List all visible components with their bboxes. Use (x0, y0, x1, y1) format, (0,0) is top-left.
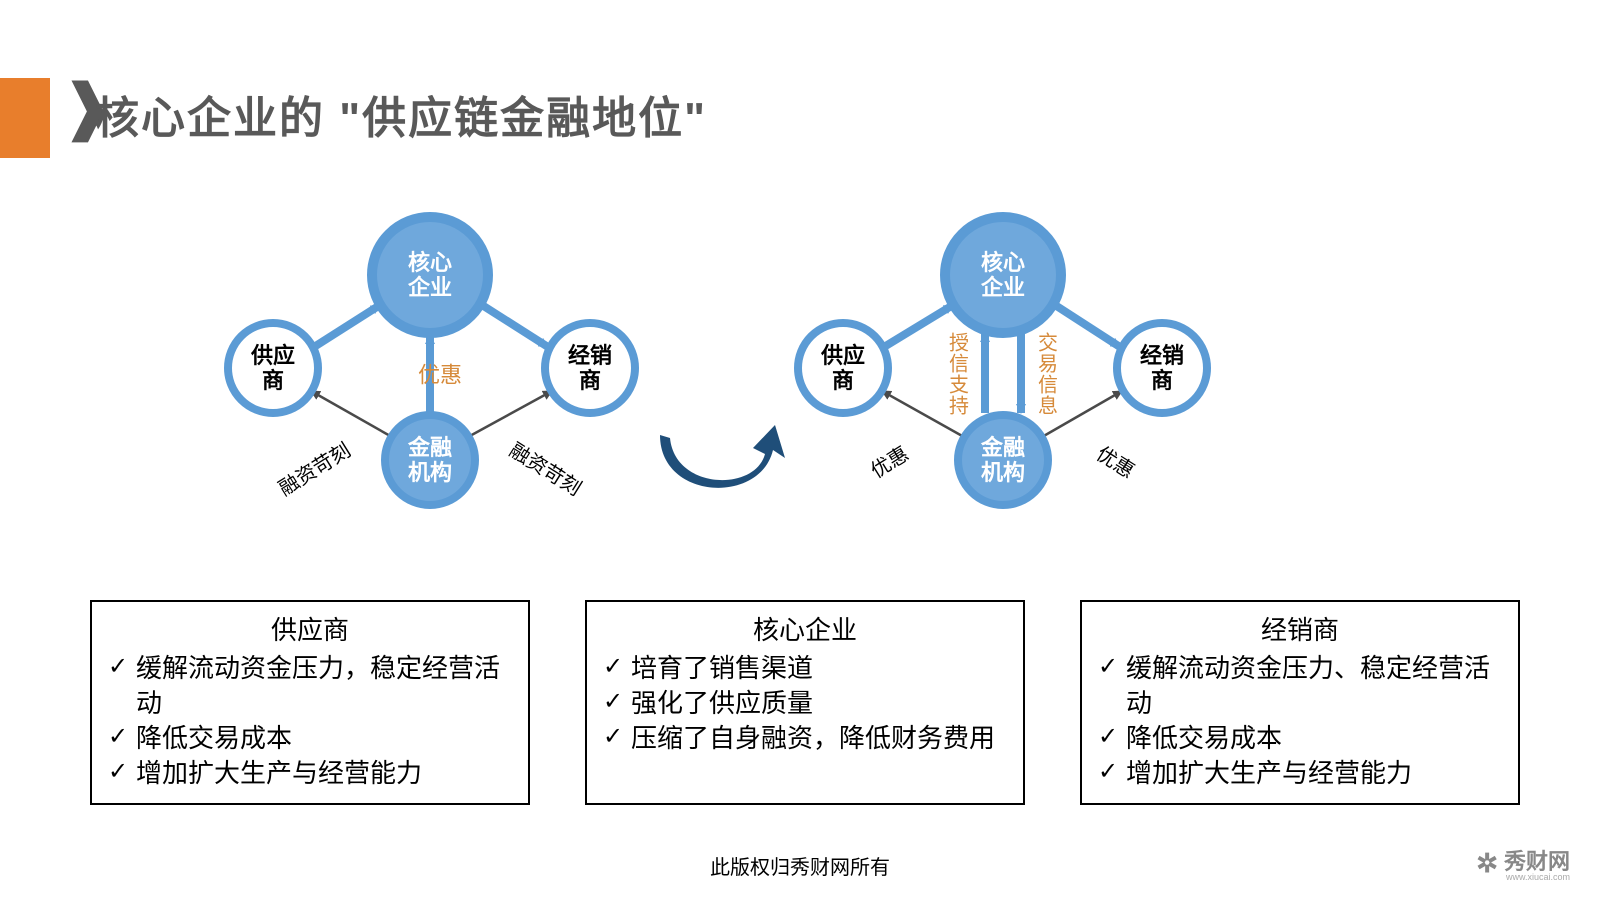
node-label: 核心 (408, 250, 452, 275)
info-box: 经销商缓解流动资金压力、稳定经营活动降低交易成本增加扩大生产与经营能力 (1080, 600, 1520, 805)
node-label: 机构 (981, 460, 1025, 485)
info-boxes-row: 供应商缓解流动资金压力，稳定经营活动降低交易成本增加扩大生产与经营能力核心企业培… (90, 600, 1520, 805)
info-list-item: 缓解流动资金压力、稳定经营活动 (1094, 651, 1506, 721)
logo-text: 秀财网 (1504, 849, 1570, 874)
logo-url: www.xiucai.com (1504, 872, 1570, 882)
arrow (482, 305, 548, 347)
info-list-item: 降低交易成本 (1094, 721, 1506, 756)
info-list: 缓解流动资金压力，稳定经营活动降低交易成本增加扩大生产与经营能力 (104, 651, 516, 791)
info-box-title: 经销商 (1094, 610, 1506, 647)
info-list-item: 培育了销售渠道 (599, 651, 1011, 686)
node-label: 金融 (407, 435, 452, 460)
node-label: 机构 (408, 460, 452, 485)
info-list: 培育了销售渠道强化了供应质量压缩了自身融资，降低财务费用 (599, 651, 1011, 756)
copyright-text: 此版权归秀财网所有 (0, 851, 1600, 880)
info-list-item: 增加扩大生产与经营能力 (104, 756, 516, 791)
edge-label: 授 (949, 332, 969, 355)
edge-label: 优惠 (418, 363, 462, 388)
logo: ✲ 秀财网 www.xiucai.com (1476, 844, 1570, 882)
edge-label: 信 (1038, 374, 1058, 397)
node-label: 商 (832, 368, 854, 393)
node-label: 供应 (820, 343, 865, 368)
orange-accent-block (0, 78, 50, 158)
node-label: 商 (579, 368, 601, 393)
node-label: 企业 (980, 275, 1025, 300)
node-label: 金融 (980, 435, 1025, 460)
page-title: 核心企业的 "供应链金融地位" (95, 82, 707, 146)
node-label: 经销 (568, 343, 612, 368)
logo-icon: ✲ (1476, 848, 1498, 879)
info-list-item: 压缩了自身融资，降低财务费用 (599, 721, 1011, 756)
diagram-svg: 核心企业供应商经销商金融机构优惠融资苛刻融资苛刻核心企业供应商经销商金融机构授信… (0, 200, 1600, 570)
edge-label: 信 (949, 353, 969, 376)
info-list-item: 增加扩大生产与经营能力 (1094, 756, 1506, 791)
info-list: 缓解流动资金压力、稳定经营活动降低交易成本增加扩大生产与经营能力 (1094, 651, 1506, 791)
arrow (468, 391, 552, 437)
node-label: 经销 (1140, 343, 1184, 368)
info-box-title: 核心企业 (599, 610, 1011, 647)
info-list-item: 强化了供应质量 (599, 686, 1011, 721)
node-label: 供应 (250, 343, 295, 368)
transition-arrow-icon (660, 425, 785, 488)
edge-label: 易 (1038, 354, 1058, 376)
info-box: 供应商缓解流动资金压力，稳定经营活动降低交易成本增加扩大生产与经营能力 (90, 600, 530, 805)
arrow (311, 391, 392, 437)
node-label: 企业 (407, 275, 452, 300)
edge-label: 融资苛刻 (505, 439, 585, 501)
arrow (1055, 305, 1120, 347)
info-list-item: 降低交易成本 (104, 721, 516, 756)
node-label: 核心 (981, 250, 1025, 275)
edge-label: 优惠 (867, 442, 913, 483)
edge-label: 支 (949, 374, 969, 397)
info-list-item: 缓解流动资金压力，稳定经营活动 (104, 651, 516, 721)
edge-label: 交 (1038, 332, 1058, 355)
edge-label: 息 (1038, 395, 1058, 418)
arrow (314, 305, 380, 347)
info-box-title: 供应商 (104, 610, 516, 647)
node-label: 商 (262, 368, 284, 393)
arrow (884, 305, 953, 347)
edge-label: 持 (949, 395, 969, 418)
edge-label: 优惠 (1092, 442, 1138, 483)
node-label: 商 (1151, 368, 1173, 393)
info-box: 核心企业培育了销售渠道强化了供应质量压缩了自身融资，降低财务费用 (585, 600, 1025, 805)
edge-label: 融资苛刻 (275, 439, 355, 501)
